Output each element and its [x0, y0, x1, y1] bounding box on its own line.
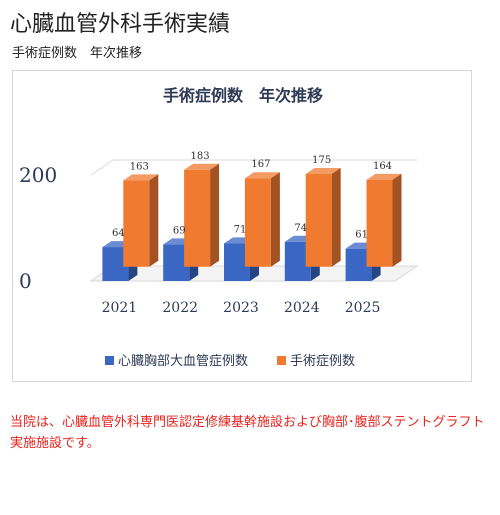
notice-text: 当院は、心臓血管外科専門医認定修練基幹施設および胸部･腹部ステントグラフト実施施…	[10, 415, 485, 451]
page-subtitle: 手術症例数 年次推移	[12, 46, 143, 61]
x-tick-label: 2021	[102, 300, 138, 316]
data-label: 74	[294, 223, 307, 234]
chart-card: 手術症例数 年次推移 0 200 64 163 2021 69 183 2022 71 167 20…	[12, 70, 472, 382]
legend-label: 心臓胸部大血管症例数	[118, 354, 248, 369]
gridline-top	[90, 159, 114, 176]
data-label: 164	[373, 161, 392, 172]
bar-surgery-2023	[244, 172, 280, 267]
data-label: 163	[130, 161, 149, 172]
data-label: 175	[312, 155, 331, 166]
bar-surgery-2021	[123, 174, 159, 267]
bar-surgery-2022	[184, 163, 220, 267]
bar-layer	[102, 163, 402, 281]
bar-surgery-2025	[366, 173, 402, 267]
data-label: 183	[191, 151, 210, 162]
bar-surgery-2024	[305, 168, 341, 267]
data-label: 61	[355, 230, 368, 241]
data-label: 69	[173, 225, 186, 236]
label-layer: 0 200 64 163 2021 69 183 2022 71 167 2023 74 175 2024…	[19, 151, 392, 316]
y-tick-label: 0	[19, 269, 32, 293]
legend-label: 手術症例数	[290, 354, 355, 369]
data-label: 64	[112, 228, 125, 239]
page-title: 心臓血管外科手術実績	[10, 12, 231, 37]
legend-swatch	[105, 356, 114, 365]
data-label: 167	[251, 159, 270, 170]
chart-svg: 手術症例数 年次推移 0 200 64 163 2021 69 183 2022 71 167 20…	[19, 86, 419, 369]
x-tick-label: 2024	[284, 300, 320, 316]
x-tick-label: 2025	[345, 300, 381, 316]
x-tick-label: 2023	[223, 300, 259, 316]
y-tick-label: 200	[19, 163, 57, 187]
chart-title: 手術症例数 年次推移	[163, 86, 323, 105]
x-tick-label: 2022	[162, 300, 198, 316]
chart-legend: 心臓胸部大血管症例数 手術症例数	[105, 354, 355, 369]
legend-swatch	[277, 356, 286, 365]
data-label: 71	[234, 224, 247, 235]
